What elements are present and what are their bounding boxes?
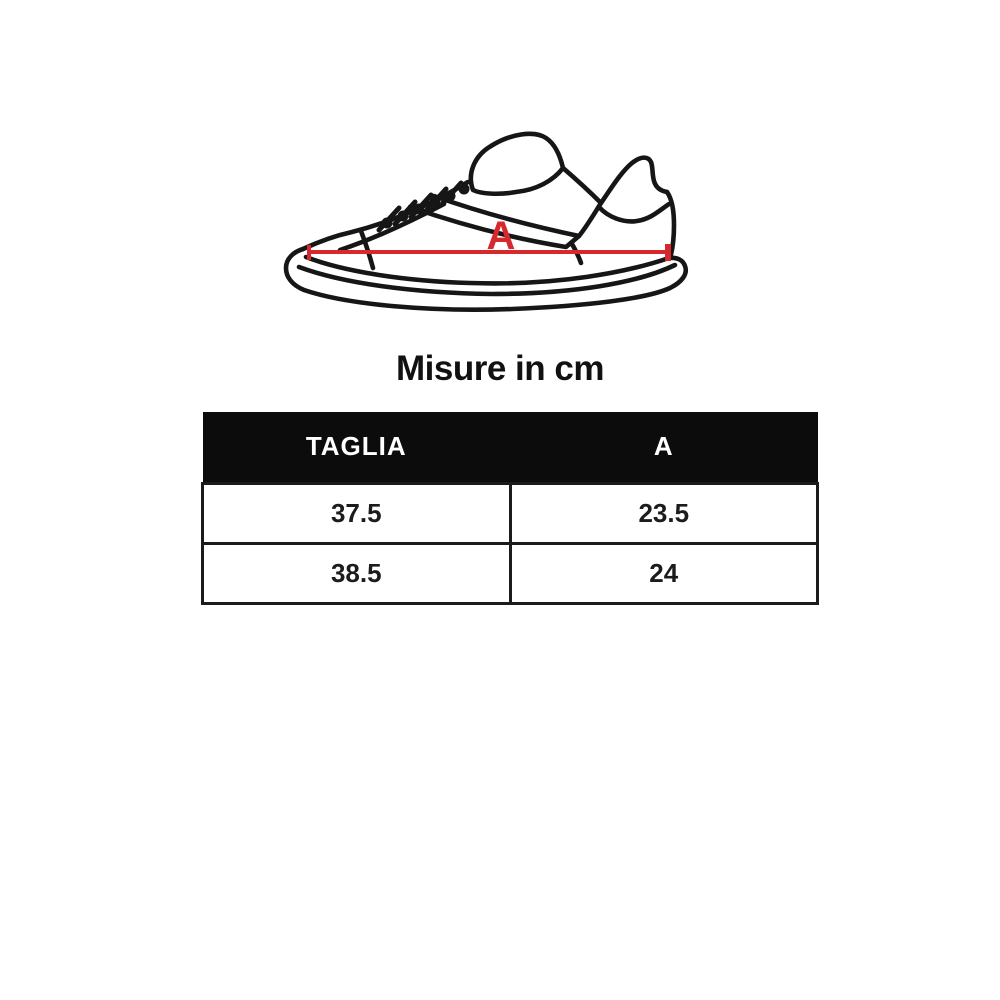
measurement-line: A xyxy=(307,214,671,261)
cell-length-2: 24 xyxy=(508,541,819,605)
header-cell-a: A xyxy=(510,412,818,483)
lace-eyelets-icon xyxy=(376,180,470,233)
size-table: TAGLIA A 37.5 23.5 38.5 24 xyxy=(201,412,819,605)
table-row: 38.5 24 xyxy=(201,541,819,605)
cell-size-1: 37.5 xyxy=(201,481,512,545)
shoe-outline-icon xyxy=(283,131,689,312)
cell-length-1: 23.5 xyxy=(508,481,819,545)
page-title: Misure in cm xyxy=(396,349,604,388)
table-header-row: TAGLIA A xyxy=(202,412,818,483)
table-row: 37.5 23.5 xyxy=(201,481,819,545)
header-cell-taglia: TAGLIA xyxy=(202,412,510,483)
shoe-drawing: A xyxy=(283,131,689,312)
cell-size-2: 38.5 xyxy=(201,541,512,605)
measurement-label-a: A xyxy=(487,214,516,258)
